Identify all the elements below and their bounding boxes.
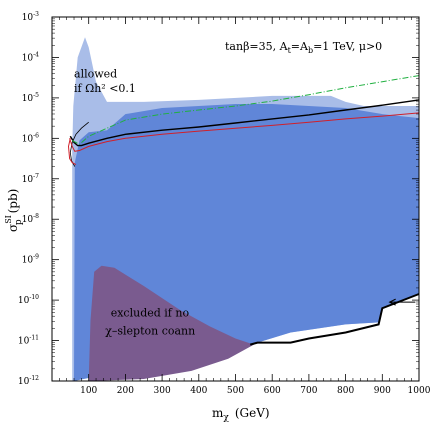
y-tick-label: 10-3 <box>22 11 39 23</box>
y-tick-label-exp: -9 <box>33 254 39 261</box>
x-axis-title-unit: (GeV) <box>235 406 270 420</box>
x-tick-label: 200 <box>117 386 134 396</box>
y-axis-title-unit: (pb) <box>6 189 20 214</box>
arrow-head <box>388 298 396 306</box>
y-tick-label-exp: -4 <box>33 51 39 58</box>
y-tick-label-base: 10 <box>22 53 34 63</box>
x-axis-title: mχ (GeV) <box>212 406 270 423</box>
x-tick-label: 500 <box>227 386 244 396</box>
title-sub-b: b <box>308 46 313 55</box>
x-tick-label: 100 <box>80 386 97 396</box>
x-tick-label: 700 <box>300 386 317 396</box>
x-tick-label: 800 <box>337 386 354 396</box>
y-tick-label-base: 10 <box>22 175 34 185</box>
y-tick-label-exp: -10 <box>29 294 39 301</box>
title-eq: =A <box>291 40 309 53</box>
x-axis-title-main: m <box>212 406 224 420</box>
region-2 <box>88 265 254 381</box>
series-line-black-boundary <box>249 293 420 346</box>
y-tick-label-exp: -3 <box>33 11 39 18</box>
y-axis-title: σSIp (pb) <box>4 189 24 232</box>
series-line-black-solid <box>69 99 420 147</box>
y-tick-label-exp: -5 <box>33 92 39 99</box>
y-tick-label-exp: -12 <box>29 375 39 382</box>
title-sub-t: t <box>288 46 292 55</box>
chart-title: tanβ=35, At=Ab=1 TeV, μ>0 <box>225 40 382 55</box>
y-axis-title-sup: SI <box>4 215 13 224</box>
y-tick-label-base: 10 <box>18 377 30 387</box>
ticks-layer: 100 200 300 400 500 600 700 800 900 100010-1210-1… <box>18 11 431 396</box>
annotation: if Ωh² <0.1 <box>74 82 136 95</box>
title-rest: =1 TeV, μ>0 <box>313 40 382 53</box>
y-tick-label-exp: -6 <box>33 132 39 139</box>
y-tick-label: 10-5 <box>22 92 39 104</box>
y-tick-label: 10-11 <box>18 335 39 347</box>
y-tick-label-base: 10 <box>18 296 30 306</box>
y-tick-label: 10-9 <box>22 254 39 266</box>
y-tick-label-base: 10 <box>22 134 34 144</box>
regions-layer <box>71 37 419 381</box>
y-tick-label: 10-4 <box>22 51 39 63</box>
y-tick-label: 10-10 <box>18 294 39 306</box>
lines-layer <box>67 75 420 346</box>
x-tick-label: 300 <box>154 386 171 396</box>
x-tick-label: 900 <box>374 386 391 396</box>
series-line-green-dashdot <box>71 75 420 146</box>
x-tick-label: 1000 <box>408 386 431 396</box>
y-axis-title-sub: p <box>14 219 24 225</box>
y-axis-title-main: σ <box>6 224 20 232</box>
series-line-black-thin-hook <box>69 121 89 167</box>
annotation: excluded if no <box>111 306 190 319</box>
y-tick-label-base: 10 <box>22 215 34 225</box>
y-tick-label-base: 10 <box>22 94 34 104</box>
y-tick-label-exp: -8 <box>33 213 39 220</box>
annotation: allowed <box>74 68 117 81</box>
x-tick-label: 600 <box>264 386 281 396</box>
y-tick-label-base: 10 <box>22 256 34 266</box>
y-tick-label-exp: -11 <box>29 335 39 342</box>
series-line-red-hook <box>67 138 77 166</box>
x-axis-title-sub: χ <box>223 413 229 423</box>
y-tick-label: 10-7 <box>22 173 39 185</box>
annotation: χ–slepton coann <box>105 324 195 337</box>
y-tick-label-base: 10 <box>22 13 34 23</box>
title-main: tanβ=35, A <box>225 40 289 53</box>
y-tick-label: 10-8 <box>22 213 39 225</box>
series-line-red-solid <box>69 112 420 152</box>
y-tick-label-exp: -7 <box>33 173 39 180</box>
y-tick-label: 10-12 <box>18 375 39 387</box>
y-tick-label: 10-6 <box>22 132 39 144</box>
y-tick-label-base: 10 <box>18 337 30 347</box>
x-tick-label: 400 <box>190 386 207 396</box>
